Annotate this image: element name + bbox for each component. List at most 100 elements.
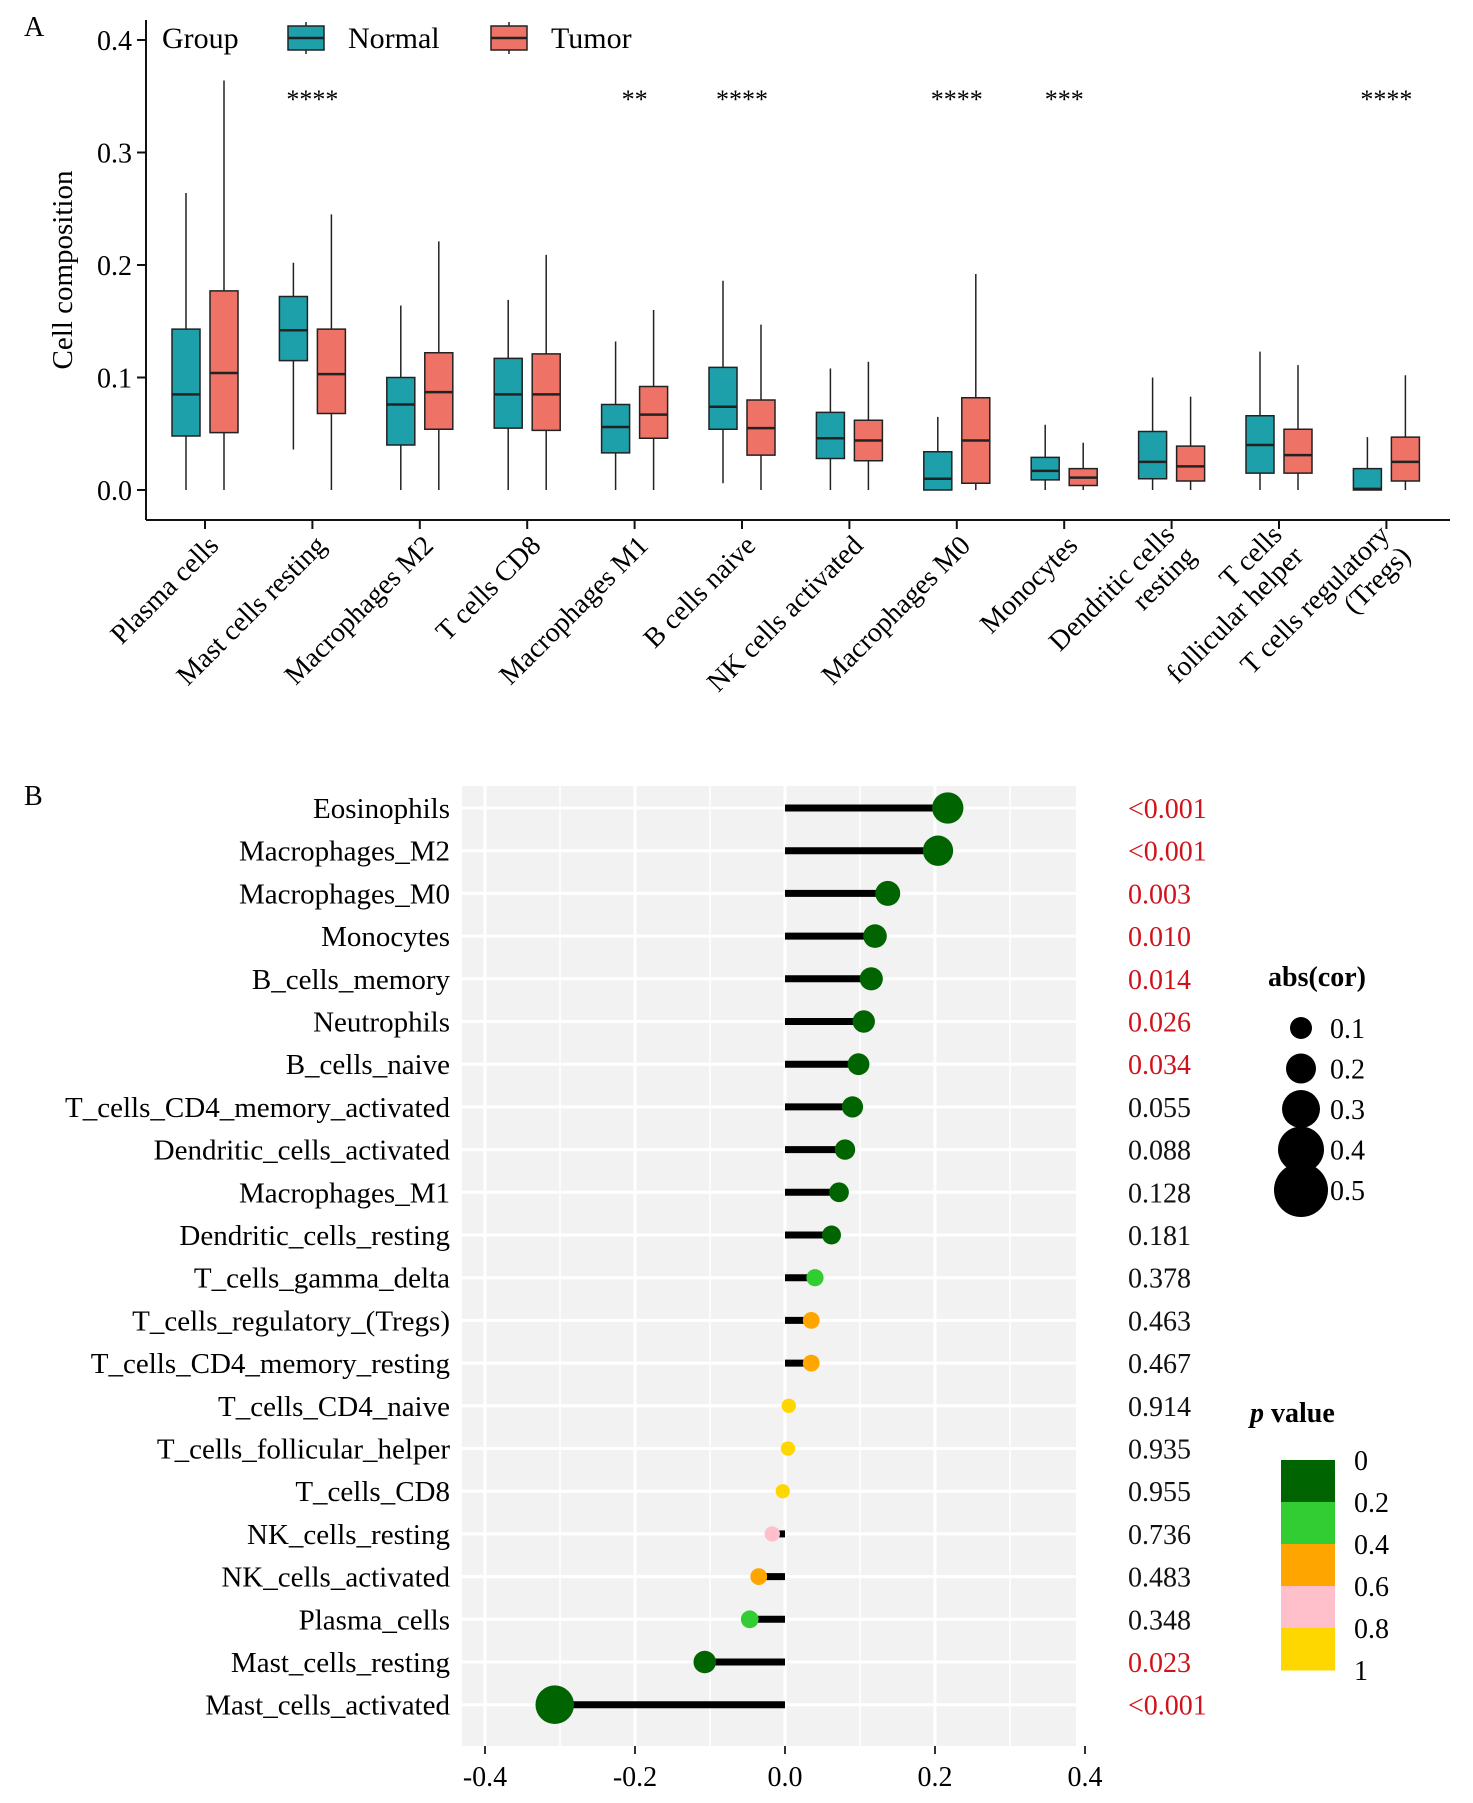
significance-stars: **** bbox=[716, 85, 768, 114]
box-iqr bbox=[278, 295, 309, 362]
pvalue-legend-label: 0.6 bbox=[1354, 1572, 1389, 1603]
box-iqr bbox=[1030, 456, 1060, 481]
box-tumor bbox=[638, 310, 669, 490]
box-iqr bbox=[1137, 430, 1168, 480]
p-value-label: 0.955 bbox=[1128, 1477, 1191, 1508]
lollipop-point bbox=[822, 1225, 841, 1245]
size-legend-title: abs(cor) bbox=[1268, 962, 1366, 993]
lollipop-row: T_cells_CD4_naive 0.914 bbox=[218, 1391, 1191, 1423]
box-tumor bbox=[1390, 375, 1421, 490]
row-label: T_cells_gamma_delta bbox=[194, 1263, 450, 1295]
box-normal bbox=[923, 416, 953, 491]
box-tumor bbox=[1175, 396, 1206, 490]
pvalue-legend-swatch bbox=[1281, 1502, 1335, 1545]
box-normal bbox=[1245, 351, 1275, 490]
p-value-label: 0.348 bbox=[1128, 1605, 1191, 1636]
row-label: B_cells_memory bbox=[252, 964, 451, 996]
box-normal bbox=[708, 280, 738, 484]
pvalue-legend-swatch bbox=[1281, 1586, 1335, 1629]
lollipop-row: T_cells_CD4_memory_resting 0.467 bbox=[91, 1348, 1191, 1380]
p-value-label: 0.935 bbox=[1128, 1435, 1191, 1466]
box-normal bbox=[386, 305, 416, 490]
pvalue-legend-swatch bbox=[1281, 1460, 1335, 1503]
x-tick-label: T cells CD8 bbox=[430, 530, 547, 647]
box-tumor bbox=[316, 214, 347, 490]
box-normal bbox=[1137, 377, 1168, 490]
lollipop-row: NK_cells_activated 0.483 bbox=[221, 1562, 1191, 1594]
size-legend-dot bbox=[1282, 1090, 1320, 1128]
pvalue-legend-label: 0.2 bbox=[1354, 1488, 1389, 1519]
box-normal bbox=[600, 341, 631, 490]
significance-stars: ** bbox=[622, 85, 648, 114]
box-iqr bbox=[1390, 436, 1421, 482]
lollipop-point bbox=[875, 880, 901, 906]
significance-stars: **** bbox=[1360, 85, 1412, 114]
panel-label-a: A bbox=[24, 12, 45, 43]
lollipop-row: NK_cells_resting 0.736 bbox=[247, 1519, 1191, 1551]
y-tick-label: 0.4 bbox=[97, 26, 132, 57]
lollipop-row: B_cells_naive 0.034 bbox=[286, 1049, 1191, 1081]
row-label: Macrophages_M0 bbox=[239, 878, 450, 910]
lollipop-point bbox=[806, 1269, 824, 1287]
pvalue-legend-title: p value bbox=[1248, 1398, 1335, 1429]
size-legend-label: 0.4 bbox=[1330, 1136, 1365, 1167]
row-label: T_cells_CD4_memory_activated bbox=[65, 1092, 450, 1124]
plot-background bbox=[462, 786, 1076, 1746]
p-value-label: 0.181 bbox=[1128, 1221, 1191, 1252]
row-label: Macrophages_M2 bbox=[239, 836, 450, 868]
pvalue-legend: p value 0 0.2 0.4 0.6 0.8 1 bbox=[1248, 1398, 1389, 1687]
box-tumor bbox=[961, 274, 991, 490]
legend-tumor-label: Tumor bbox=[551, 22, 632, 55]
box-iqr bbox=[638, 385, 669, 439]
y-tick-label: 0.3 bbox=[97, 139, 132, 170]
p-value-label: 0.914 bbox=[1128, 1392, 1191, 1423]
lollipop-point bbox=[932, 792, 964, 824]
box-tumor bbox=[209, 80, 239, 490]
row-label: Monocytes bbox=[321, 921, 450, 953]
lollipop-point bbox=[863, 924, 887, 948]
row-label: NK_cells_resting bbox=[247, 1519, 450, 1551]
y-tick-label: 0.1 bbox=[97, 364, 132, 395]
x-axis-ticks: -0.4 -0.2 0.0 0.2 0.4 bbox=[463, 1746, 1103, 1793]
pvalue-legend-label: 1 bbox=[1354, 1656, 1368, 1687]
p-value-label: 0.483 bbox=[1128, 1563, 1191, 1594]
lollipop-point bbox=[834, 1139, 856, 1160]
lollipop-row: Dendritic_cells_activated 0.088 bbox=[154, 1135, 1191, 1167]
lollipop-point bbox=[847, 1053, 870, 1076]
lollipop-point bbox=[829, 1182, 849, 1203]
p-value-label: 0.034 bbox=[1128, 1050, 1191, 1081]
p-value-label: 0.463 bbox=[1128, 1306, 1191, 1337]
p-value-label: 0.010 bbox=[1128, 922, 1191, 953]
box-iqr bbox=[1283, 428, 1313, 474]
lollipop-point bbox=[750, 1568, 768, 1585]
x-tick-label: 0.4 bbox=[1068, 1762, 1103, 1793]
lollipop-point bbox=[740, 1610, 759, 1629]
box-tumor bbox=[853, 361, 884, 490]
lollipop-point bbox=[780, 1441, 796, 1456]
pvalue-legend-label: 0 bbox=[1354, 1446, 1368, 1477]
row-label: Eosinophils bbox=[313, 793, 450, 825]
box-normal bbox=[1030, 424, 1060, 490]
lollipop-row: T_cells_gamma_delta 0.378 bbox=[194, 1263, 1191, 1295]
y-axis-ticks: 0.0 0.1 0.2 0.3 0.4 bbox=[97, 26, 146, 507]
row-label: T_cells_CD4_naive bbox=[218, 1391, 450, 1423]
box-normal bbox=[1352, 437, 1383, 491]
box-iqr bbox=[600, 403, 631, 454]
pvalue-legend-label: 0.8 bbox=[1354, 1614, 1389, 1645]
p-value-label: 0.014 bbox=[1128, 965, 1191, 996]
row-label: Plasma_cells bbox=[299, 1604, 450, 1636]
row-label: NK_cells_activated bbox=[221, 1562, 450, 1594]
size-legend-dot bbox=[1278, 1126, 1324, 1173]
size-legend-label: 0.2 bbox=[1330, 1055, 1365, 1086]
lollipop-point bbox=[764, 1526, 780, 1542]
row-label: T_cells_follicular_helper bbox=[157, 1434, 450, 1466]
lollipop-point bbox=[922, 835, 954, 866]
row-label: T_cells_regulatory_(Tregs) bbox=[132, 1305, 450, 1337]
p-value-label: 0.378 bbox=[1128, 1264, 1191, 1295]
size-legend-label: 0.1 bbox=[1330, 1014, 1365, 1045]
x-tick-label: 0.0 bbox=[768, 1762, 803, 1793]
pvalue-legend-label: 0.4 bbox=[1354, 1530, 1389, 1561]
y-tick-label: 0.2 bbox=[97, 251, 132, 282]
